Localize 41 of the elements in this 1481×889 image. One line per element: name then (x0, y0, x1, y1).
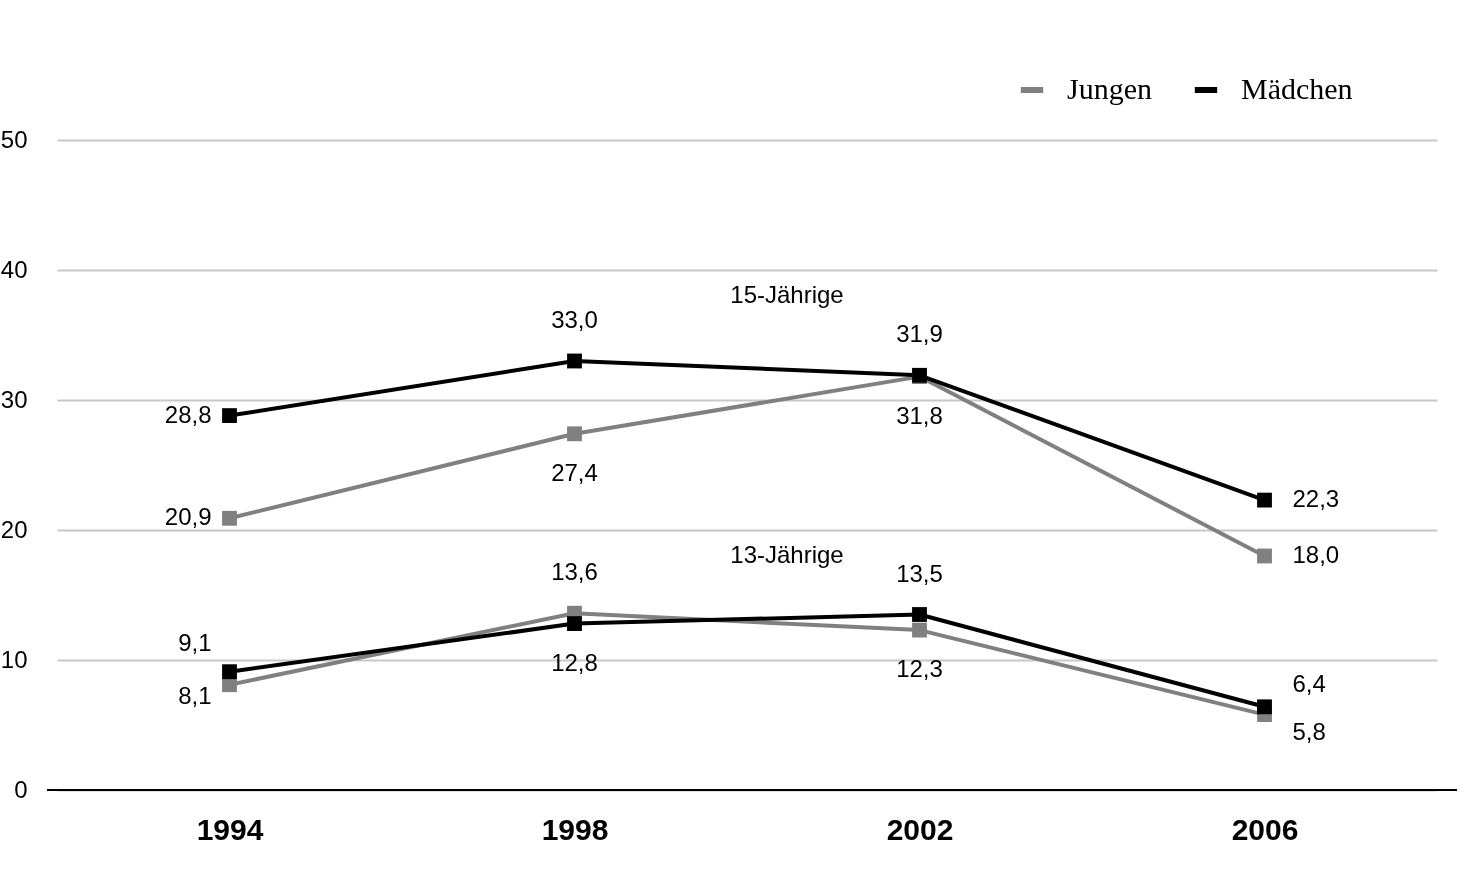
data-label: 8,1 (178, 681, 212, 709)
data-label: 31,8 (896, 401, 943, 429)
x-tick-label: 2002 (886, 812, 954, 846)
data-label: 22,3 (1292, 485, 1340, 513)
point (912, 622, 927, 638)
annotation: 15-Jährige (730, 281, 844, 308)
data-label: 12,3 (896, 655, 943, 683)
data-label: 6,4 (1292, 669, 1326, 697)
point (567, 616, 582, 632)
data-label: 18,0 (1292, 541, 1340, 568)
y-tick-label: 40 (0, 255, 28, 283)
legend-label: Mädchen (1241, 72, 1353, 105)
point (222, 664, 237, 680)
point (1257, 492, 1272, 508)
point (222, 510, 237, 526)
y-tick-label: 10 (0, 645, 28, 673)
point (567, 426, 582, 442)
data-label: 31,9 (896, 320, 943, 348)
y-tick-label: 0 (14, 775, 28, 803)
x-tick-label: 1998 (541, 812, 609, 846)
x-tick-label: 2006 (1231, 812, 1299, 846)
point (567, 353, 582, 369)
legend-label: Jungen (1067, 72, 1152, 105)
point (1257, 699, 1272, 715)
data-label: 33,0 (551, 306, 598, 333)
data-label: 13,6 (551, 558, 598, 586)
data-label: 9,1 (178, 628, 212, 656)
point (912, 607, 927, 622)
data-label: 27,4 (551, 458, 598, 486)
annotation: 13-Jährige (730, 541, 844, 568)
point (222, 408, 237, 424)
data-label: 5,8 (1292, 717, 1326, 745)
y-tick-label: 50 (0, 125, 28, 153)
x-tick-label: 1994 (196, 812, 264, 846)
data-label: 12,8 (551, 648, 598, 676)
y-tick-label: 30 (0, 385, 28, 413)
y-tick-label: 20 (0, 515, 28, 543)
data-label: 13,5 (896, 559, 943, 587)
data-label: 20,9 (164, 503, 212, 531)
data-label: 28,8 (164, 400, 212, 428)
point (1257, 548, 1272, 564)
